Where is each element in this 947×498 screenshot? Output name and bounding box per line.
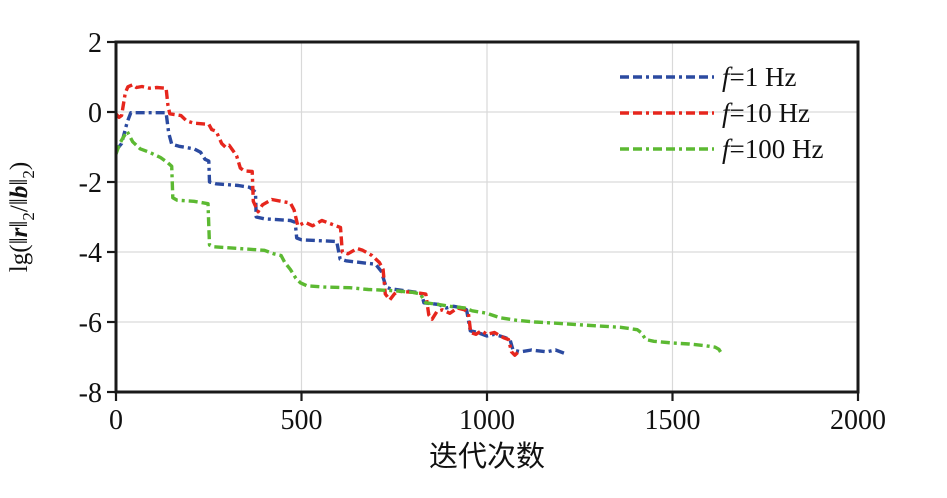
y-tick-label: -4 [79,238,102,269]
legend: f=1 Hz f=10 Hz f=100 Hz [620,62,823,164]
y-tick-label: -8 [79,378,102,409]
x-tick-label: 1500 [645,405,701,436]
axes: 0 500 1000 1500 2000 2 0 -2 -4 -6 -8 [79,28,886,436]
series-line-2 [114,129,725,357]
y-tick-label: 0 [88,98,102,129]
x-tick-label: 500 [281,405,323,436]
legend-label: f=1 Hz [722,62,796,92]
legend-item-1: f=10 Hz [620,98,810,128]
y-axis-label: lg(‖r‖2/‖b‖2) [6,162,38,272]
y-tick-label: -2 [79,168,102,199]
legend-item-2: f=100 Hz [620,134,823,164]
x-axis-label: 迭代次数 [429,440,545,473]
series-lines [114,82,725,357]
series-line-0 [114,110,566,356]
grid-lines [116,42,858,392]
x-tick-label: 1000 [459,405,515,436]
legend-item-0: f=1 Hz [620,62,796,92]
legend-label: f=10 Hz [722,98,810,128]
series-line-1 [114,82,522,357]
y-tick-label: 2 [88,28,102,59]
y-tick-label: -6 [79,308,102,339]
x-tick-label: 2000 [830,405,886,436]
x-tick-label: 0 [109,405,123,436]
legend-label: f=100 Hz [722,134,823,164]
